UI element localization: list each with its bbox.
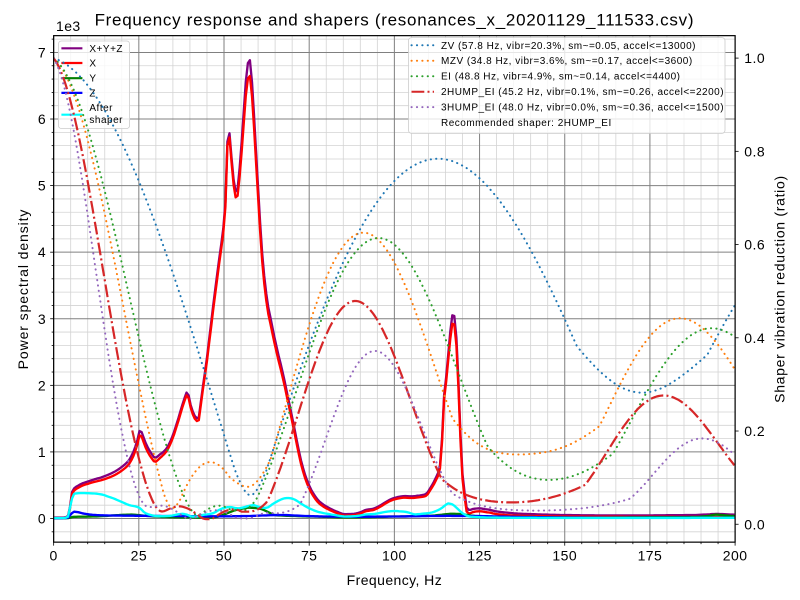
svg-text:2HUMP_EI (45.2 Hz, vibr=0.1%,: 2HUMP_EI (45.2 Hz, vibr=0.1%, sm~=0.26, … <box>441 87 724 98</box>
svg-text:MZV (34.8 Hz, vibr=3.6%, sm~=0: MZV (34.8 Hz, vibr=3.6%, sm~=0.17, accel… <box>441 56 693 67</box>
svg-text:5: 5 <box>38 178 46 194</box>
svg-text:25: 25 <box>131 547 147 563</box>
svg-text:7: 7 <box>38 44 46 60</box>
svg-text:175: 175 <box>638 547 663 563</box>
svg-text:EI (48.8 Hz, vibr=4.9%, sm~=0.: EI (48.8 Hz, vibr=4.9%, sm~=0.14, accel<… <box>441 72 681 83</box>
svg-text:100: 100 <box>382 547 407 563</box>
svg-text:0.6: 0.6 <box>744 237 765 253</box>
svg-text:Frequency response and shapers: Frequency response and shapers (resonanc… <box>95 11 695 30</box>
svg-text:0.0: 0.0 <box>744 516 765 532</box>
svg-text:1.0: 1.0 <box>744 50 765 66</box>
svg-text:0.4: 0.4 <box>744 330 765 346</box>
svg-text:3: 3 <box>38 311 46 327</box>
svg-text:75: 75 <box>301 547 317 563</box>
svg-text:Z: Z <box>89 88 96 99</box>
svg-text:0.8: 0.8 <box>744 143 765 159</box>
svg-text:1: 1 <box>38 444 46 460</box>
svg-text:Shaper vibration reduction (ra: Shaper vibration reduction (ratio) <box>772 175 788 403</box>
svg-text:200: 200 <box>723 547 748 563</box>
svg-text:50: 50 <box>216 547 232 563</box>
svg-text:1e3: 1e3 <box>56 18 81 34</box>
svg-text:X: X <box>89 59 96 70</box>
svg-text:Y: Y <box>89 74 96 85</box>
svg-text:6: 6 <box>38 111 46 127</box>
svg-text:ZV (57.8 Hz, vibr=20.3%, sm~=0: ZV (57.8 Hz, vibr=20.3%, sm~=0.05, accel… <box>441 41 696 52</box>
svg-text:150: 150 <box>552 547 577 563</box>
svg-text:shaper: shaper <box>89 115 123 126</box>
svg-text:Recommended shaper: 2HUMP_EI: Recommended shaper: 2HUMP_EI <box>441 118 612 129</box>
svg-text:0: 0 <box>38 511 46 527</box>
svg-text:After: After <box>89 103 113 114</box>
svg-text:0.2: 0.2 <box>744 423 765 439</box>
svg-text:0: 0 <box>50 547 58 563</box>
svg-text:Frequency, Hz: Frequency, Hz <box>347 572 442 588</box>
svg-text:125: 125 <box>467 547 492 563</box>
svg-text:4: 4 <box>38 244 46 260</box>
svg-text:X+Y+Z: X+Y+Z <box>89 44 123 55</box>
svg-text:3HUMP_EI (48.0 Hz, vibr=0.0%,: 3HUMP_EI (48.0 Hz, vibr=0.0%, sm~=0.36, … <box>441 103 724 114</box>
svg-text:Power spectral density: Power spectral density <box>15 209 31 370</box>
svg-text:2: 2 <box>38 377 46 393</box>
